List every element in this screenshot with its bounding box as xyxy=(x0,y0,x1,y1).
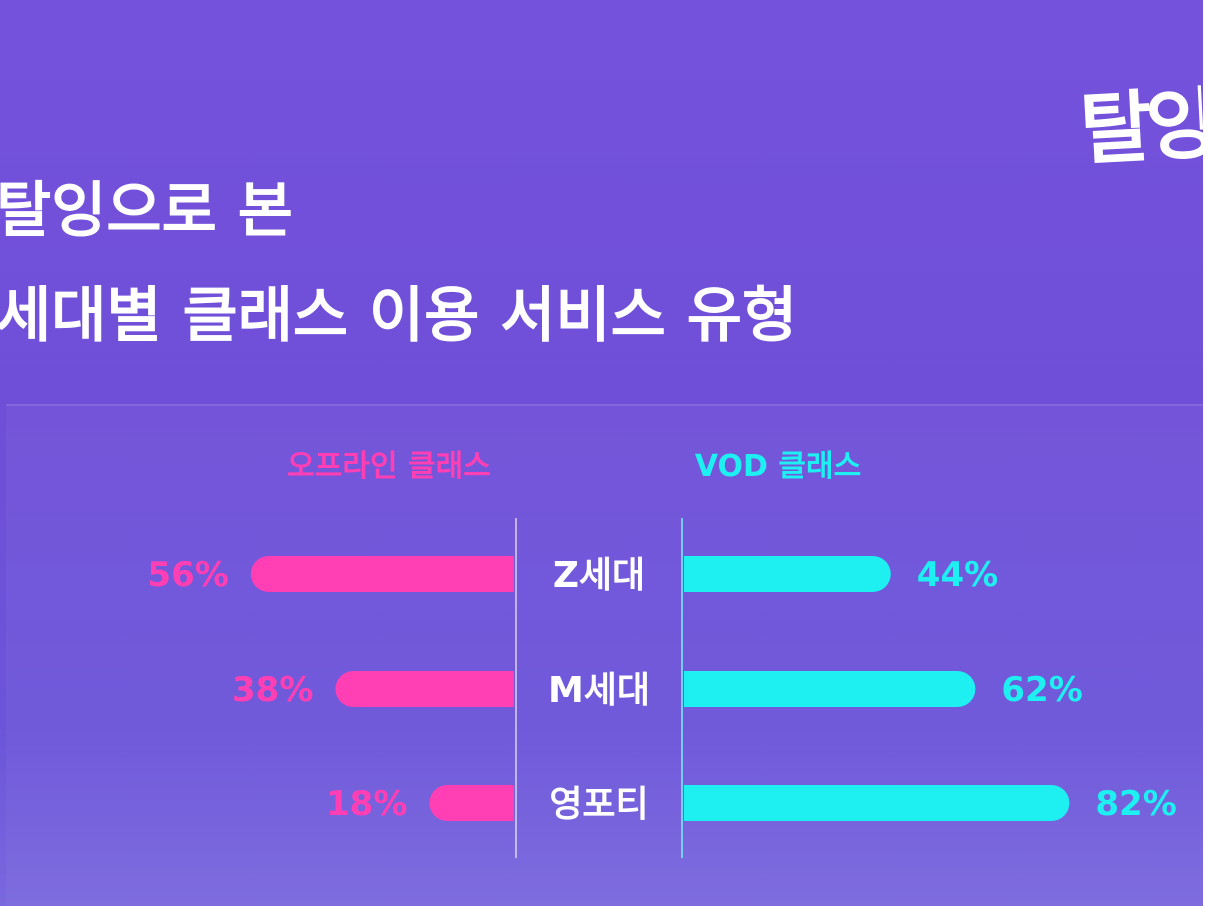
bar-offline-3 xyxy=(429,785,514,821)
value-label-vod-2: 62% xyxy=(1001,670,1082,710)
value-label-vod-3: 82% xyxy=(1095,784,1176,824)
value-label-vod-1: 44% xyxy=(917,555,998,595)
page-title-line-1: 탈잉으로 본 xyxy=(0,176,293,246)
legend-vod-class: VOD 클래스 xyxy=(695,449,861,484)
legend-offline-class: 오프라인 클래스 xyxy=(287,449,491,484)
category-label-3: 영포티 xyxy=(549,784,648,825)
value-label-offline-1: 56% xyxy=(147,555,228,595)
chart-panel: 오프라인 클래스 VOD 클래스 56% 44% Z세대 38% 62% M세대 18% 82% 영… xyxy=(6,404,1203,906)
bar-vod-3 xyxy=(684,785,1070,821)
value-label-offline-2: 38% xyxy=(232,670,313,710)
category-label-2: M세대 xyxy=(548,670,650,711)
page-title-line-2: 세대별 클래스 이용 서비스 유형 xyxy=(0,281,798,351)
category-label-1: Z세대 xyxy=(553,555,645,596)
butterfly-bar-chart: 오프라인 클래스 VOD 클래스 56% 44% Z세대 38% 62% M세대 18% 82% 영… xyxy=(147,449,1177,858)
brand-logo: 탈잉 xyxy=(1077,79,1203,177)
bar-vod-1 xyxy=(684,556,891,592)
value-label-offline-3: 18% xyxy=(326,784,407,824)
bar-offline-1 xyxy=(250,556,514,592)
bar-vod-2 xyxy=(684,671,976,707)
bar-offline-2 xyxy=(335,671,514,707)
